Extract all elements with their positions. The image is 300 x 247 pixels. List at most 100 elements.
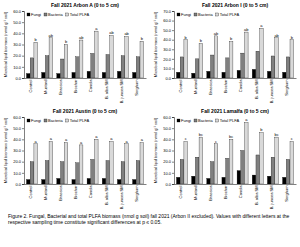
- tick-label: Mustard: [43, 186, 48, 200]
- legend-label: Total PLFA: [220, 12, 240, 17]
- tick-label: 10.0: [163, 66, 172, 71]
- tick: 0.0: [165, 76, 174, 81]
- significance-letter: bc: [199, 132, 203, 137]
- tick-label: 0.0: [165, 182, 171, 187]
- bar: [34, 42, 38, 78]
- bar: [237, 171, 241, 184]
- tick-label: 40.0: [163, 37, 172, 42]
- bar: [57, 74, 61, 78]
- bar: [140, 143, 144, 184]
- bar: [136, 57, 140, 78]
- bar: [260, 28, 264, 78]
- tick-label: 20.0: [13, 53, 22, 58]
- tick: 60.0: [13, 115, 24, 120]
- axis-line: [172, 118, 175, 185]
- bars: [26, 31, 143, 78]
- significance-letter: c: [215, 139, 217, 144]
- tick-label: 30.0: [13, 148, 22, 153]
- significance-letter: ab: [124, 31, 129, 36]
- legend: FungiBacteriaTotal PLFA: [177, 118, 239, 123]
- axis-line: [22, 118, 25, 185]
- tick: Control: [28, 184, 33, 198]
- chart-title: Fall 2021 Arbon I (0 to 5 cm): [202, 2, 269, 8]
- bar: [275, 38, 279, 78]
- panel: Fall 2021 Arbon A (0 to 5 cm)babbabaabab…: [3, 2, 147, 103]
- legend-swatch: [27, 13, 30, 16]
- chart-title: Fall 2021 Arbon A (0 to 5 cm): [51, 2, 119, 8]
- legend-item: Fungi: [27, 118, 41, 123]
- legend-label: Bacteria: [48, 118, 63, 123]
- tick-label: B. alba SM: [104, 186, 109, 206]
- bar: [210, 55, 214, 78]
- significance-letter: ab: [109, 30, 114, 35]
- tick: Biochar: [223, 78, 228, 93]
- bar: [222, 177, 226, 184]
- y-axis: 0.010.020.030.040.050.060.0: [13, 9, 24, 81]
- panel: Fall 2021 Lamalfa (0 to 5 cm)cbccbcabbcc…: [153, 108, 297, 209]
- bar: [241, 151, 245, 185]
- tick-label: 60.0: [163, 115, 172, 120]
- bar: [125, 37, 129, 78]
- tick-label: Biochar: [73, 185, 78, 199]
- bar: [199, 44, 203, 78]
- bar: [133, 180, 137, 184]
- tick: Canola: [238, 78, 243, 92]
- tick-label: 30.0: [163, 47, 172, 52]
- significance-letter: bc: [274, 132, 278, 137]
- tick: 20.0: [13, 159, 24, 164]
- bar: [256, 155, 260, 184]
- bar: [229, 139, 233, 184]
- tick: Biochar: [73, 184, 78, 199]
- tick: Control: [28, 78, 33, 92]
- tick: Mustard: [43, 184, 48, 200]
- tick-mark: [22, 56, 24, 57]
- tick-label: B. alba SM: [104, 80, 109, 100]
- legend-item: Fungi: [177, 118, 191, 123]
- legend: FungiBacteriaTotal PLFA: [27, 118, 89, 123]
- bar: [60, 162, 64, 184]
- tick-label: Sorghum: [284, 185, 289, 202]
- tick-label: Mustard: [193, 80, 198, 94]
- legend-label: Fungi: [181, 12, 191, 17]
- bar: [195, 59, 199, 78]
- tick-label: 20.0: [13, 159, 22, 164]
- tick: B. juncea SM: [119, 184, 124, 209]
- bar: [91, 159, 95, 184]
- tick-label: B. juncea SM: [119, 186, 124, 210]
- bar: [252, 69, 256, 78]
- legend-item: Total PLFA: [216, 118, 240, 123]
- significance-letter: b: [35, 37, 38, 42]
- tick: Sorghum: [284, 184, 289, 202]
- y-axis: 0.010.020.030.040.050.060.0: [163, 115, 174, 187]
- bar: [180, 159, 184, 184]
- legend-label: Total PLFA: [70, 12, 90, 17]
- significance-letter: a: [95, 134, 98, 139]
- tick-mark: [172, 68, 174, 69]
- significance-letter: a: [141, 137, 144, 142]
- tick-mark: [172, 59, 174, 60]
- tick: Mustard: [193, 184, 198, 200]
- tick-label: Control: [178, 79, 183, 92]
- tick-label: Canola: [88, 79, 93, 92]
- bar: [184, 142, 188, 184]
- bar: [110, 36, 114, 78]
- tick-mark: [172, 139, 174, 140]
- bar: [26, 74, 30, 78]
- tick-label: Control: [178, 185, 183, 198]
- legend-label: Bacteria: [198, 12, 213, 17]
- bar: [121, 162, 125, 184]
- tick: 30.0: [13, 148, 24, 153]
- bar: [222, 72, 226, 78]
- y-axis: 0.010.020.030.040.050.060.070.0: [163, 9, 174, 81]
- significance-letter: a: [50, 136, 53, 141]
- tick-mark: [22, 117, 24, 118]
- tick-mark: [22, 184, 24, 185]
- significance-letter: a: [260, 23, 263, 28]
- tick: 50.0: [163, 28, 174, 33]
- bar: [45, 161, 49, 184]
- tick-mark: [172, 151, 174, 152]
- tick-label: Sorghum: [134, 185, 139, 202]
- tick: 20.0: [163, 57, 174, 62]
- tick-label: 10.0: [13, 171, 22, 176]
- bars: [26, 139, 143, 184]
